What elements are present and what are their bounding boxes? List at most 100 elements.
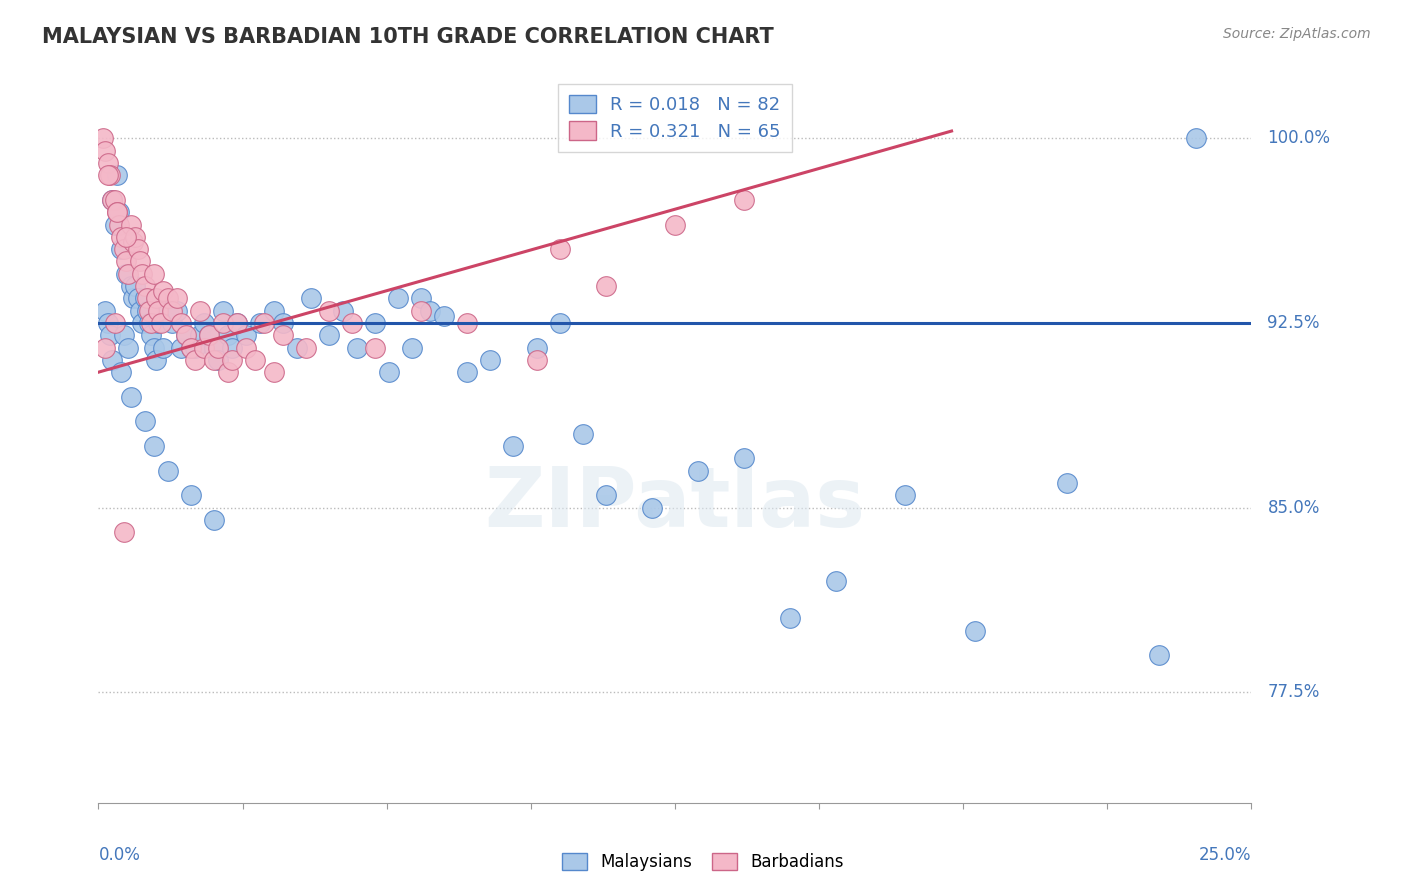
Point bbox=[142, 267, 165, 281]
Point bbox=[235, 341, 257, 355]
Point bbox=[120, 279, 142, 293]
Point bbox=[198, 328, 221, 343]
Text: 0.0%: 0.0% bbox=[98, 846, 141, 863]
Point bbox=[124, 230, 146, 244]
Text: MALAYSIAN VS BARBADIAN 10TH GRADE CORRELATION CHART: MALAYSIAN VS BARBADIAN 10TH GRADE CORREL… bbox=[42, 27, 773, 46]
Point bbox=[387, 291, 409, 305]
Text: 100.0%: 100.0% bbox=[1267, 129, 1330, 147]
Point bbox=[212, 316, 235, 330]
Point bbox=[212, 303, 235, 318]
Point bbox=[127, 291, 149, 305]
Point bbox=[105, 205, 128, 219]
Point bbox=[152, 341, 174, 355]
Point bbox=[595, 488, 617, 502]
Point bbox=[112, 525, 135, 540]
Point bbox=[295, 341, 318, 355]
Point bbox=[160, 303, 183, 318]
Point bbox=[127, 242, 149, 256]
Point bbox=[198, 328, 221, 343]
Point bbox=[141, 328, 163, 343]
Point bbox=[299, 291, 322, 305]
Point bbox=[595, 279, 617, 293]
Point bbox=[108, 205, 131, 219]
Point bbox=[456, 316, 478, 330]
Point bbox=[94, 341, 117, 355]
Text: 92.5%: 92.5% bbox=[1267, 314, 1320, 332]
Point bbox=[202, 513, 225, 527]
Point bbox=[263, 303, 285, 318]
Point bbox=[225, 316, 247, 330]
Point bbox=[184, 341, 207, 355]
Point bbox=[1147, 648, 1170, 662]
Point bbox=[129, 303, 152, 318]
Point bbox=[110, 230, 132, 244]
Point bbox=[346, 341, 368, 355]
Point bbox=[97, 156, 120, 170]
Point bbox=[141, 316, 163, 330]
Point bbox=[115, 230, 138, 244]
Point bbox=[97, 316, 120, 330]
Point bbox=[202, 341, 225, 355]
Text: ZIPatlas: ZIPatlas bbox=[485, 463, 865, 543]
Point bbox=[340, 316, 363, 330]
Point bbox=[894, 488, 917, 502]
Point bbox=[122, 235, 145, 249]
Point bbox=[101, 193, 124, 207]
Point bbox=[733, 193, 755, 207]
Text: 85.0%: 85.0% bbox=[1267, 499, 1320, 516]
Point bbox=[117, 267, 139, 281]
Point bbox=[180, 341, 202, 355]
Point bbox=[174, 328, 197, 343]
Point bbox=[664, 218, 686, 232]
Point bbox=[101, 352, 124, 367]
Point bbox=[131, 316, 153, 330]
Point bbox=[134, 414, 156, 428]
Point bbox=[207, 352, 229, 367]
Point bbox=[411, 303, 433, 318]
Point bbox=[103, 316, 125, 330]
Legend: R = 0.018   N = 82, R = 0.321   N = 65: R = 0.018 N = 82, R = 0.321 N = 65 bbox=[558, 84, 792, 152]
Point bbox=[103, 218, 125, 232]
Point bbox=[120, 218, 142, 232]
Point bbox=[378, 365, 401, 379]
Point bbox=[97, 169, 120, 183]
Point bbox=[103, 193, 125, 207]
Point bbox=[184, 352, 207, 367]
Point bbox=[285, 341, 308, 355]
Point bbox=[148, 316, 170, 330]
Point bbox=[571, 426, 593, 441]
Point bbox=[135, 303, 157, 318]
Point bbox=[124, 279, 146, 293]
Point bbox=[110, 242, 132, 256]
Point bbox=[110, 365, 132, 379]
Point bbox=[193, 316, 215, 330]
Point bbox=[332, 303, 354, 318]
Point bbox=[94, 144, 117, 158]
Point bbox=[193, 341, 215, 355]
Point bbox=[217, 365, 239, 379]
Point bbox=[145, 352, 167, 367]
Point bbox=[225, 316, 247, 330]
Point bbox=[105, 205, 128, 219]
Point bbox=[149, 316, 172, 330]
Point bbox=[188, 303, 211, 318]
Point bbox=[364, 341, 387, 355]
Point bbox=[112, 328, 135, 343]
Point bbox=[548, 242, 571, 256]
Point bbox=[263, 365, 285, 379]
Point bbox=[456, 365, 478, 379]
Point bbox=[134, 279, 156, 293]
Text: 25.0%: 25.0% bbox=[1199, 846, 1251, 863]
Point bbox=[249, 316, 271, 330]
Point bbox=[245, 352, 267, 367]
Point bbox=[94, 303, 117, 318]
Point bbox=[479, 352, 502, 367]
Point bbox=[156, 291, 179, 305]
Point bbox=[91, 131, 114, 145]
Point bbox=[271, 316, 294, 330]
Point bbox=[180, 341, 202, 355]
Point bbox=[170, 316, 193, 330]
Point bbox=[364, 316, 387, 330]
Point bbox=[825, 574, 848, 589]
Legend: Malaysians, Barbadians: Malaysians, Barbadians bbox=[554, 845, 852, 880]
